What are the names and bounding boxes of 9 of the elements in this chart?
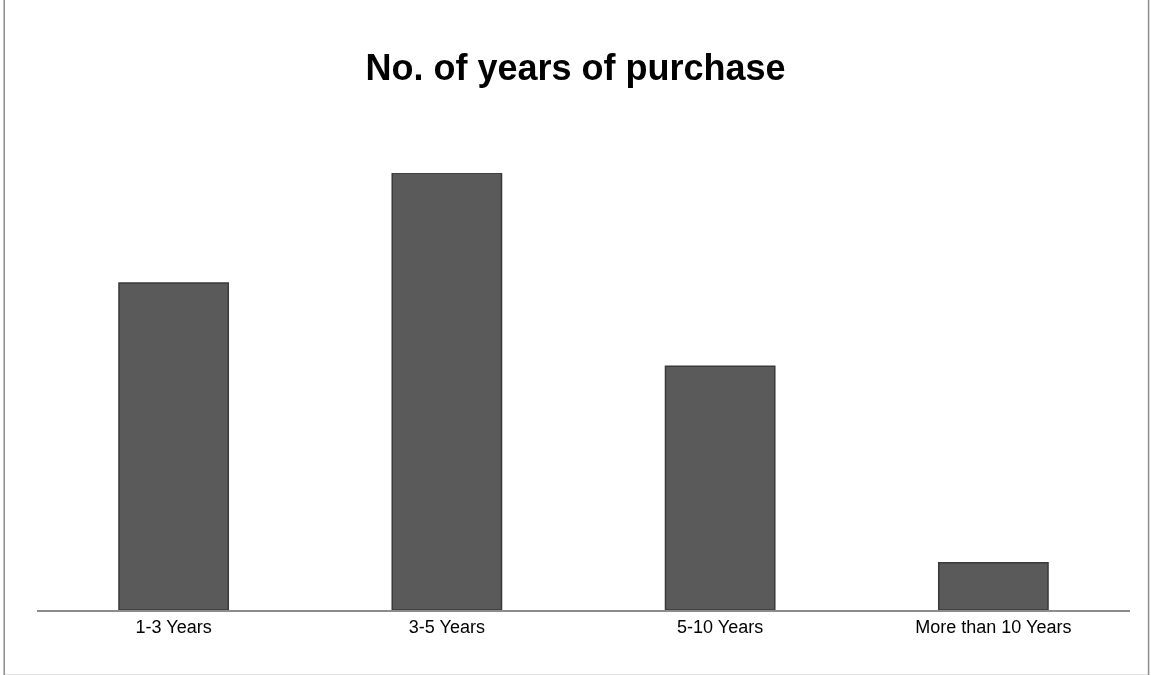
bar [391, 173, 503, 610]
x-tick-label: More than 10 Years [915, 617, 1072, 638]
x-tick-label: 3-5 Years [408, 617, 485, 638]
x-tick-label: 1-3 Years [135, 617, 212, 638]
bar [118, 282, 230, 610]
x-tick-label: 5-10 Years [677, 617, 764, 638]
chart-title: No. of years of purchase [365, 47, 786, 89]
bar [664, 365, 776, 610]
bar [937, 562, 1049, 610]
